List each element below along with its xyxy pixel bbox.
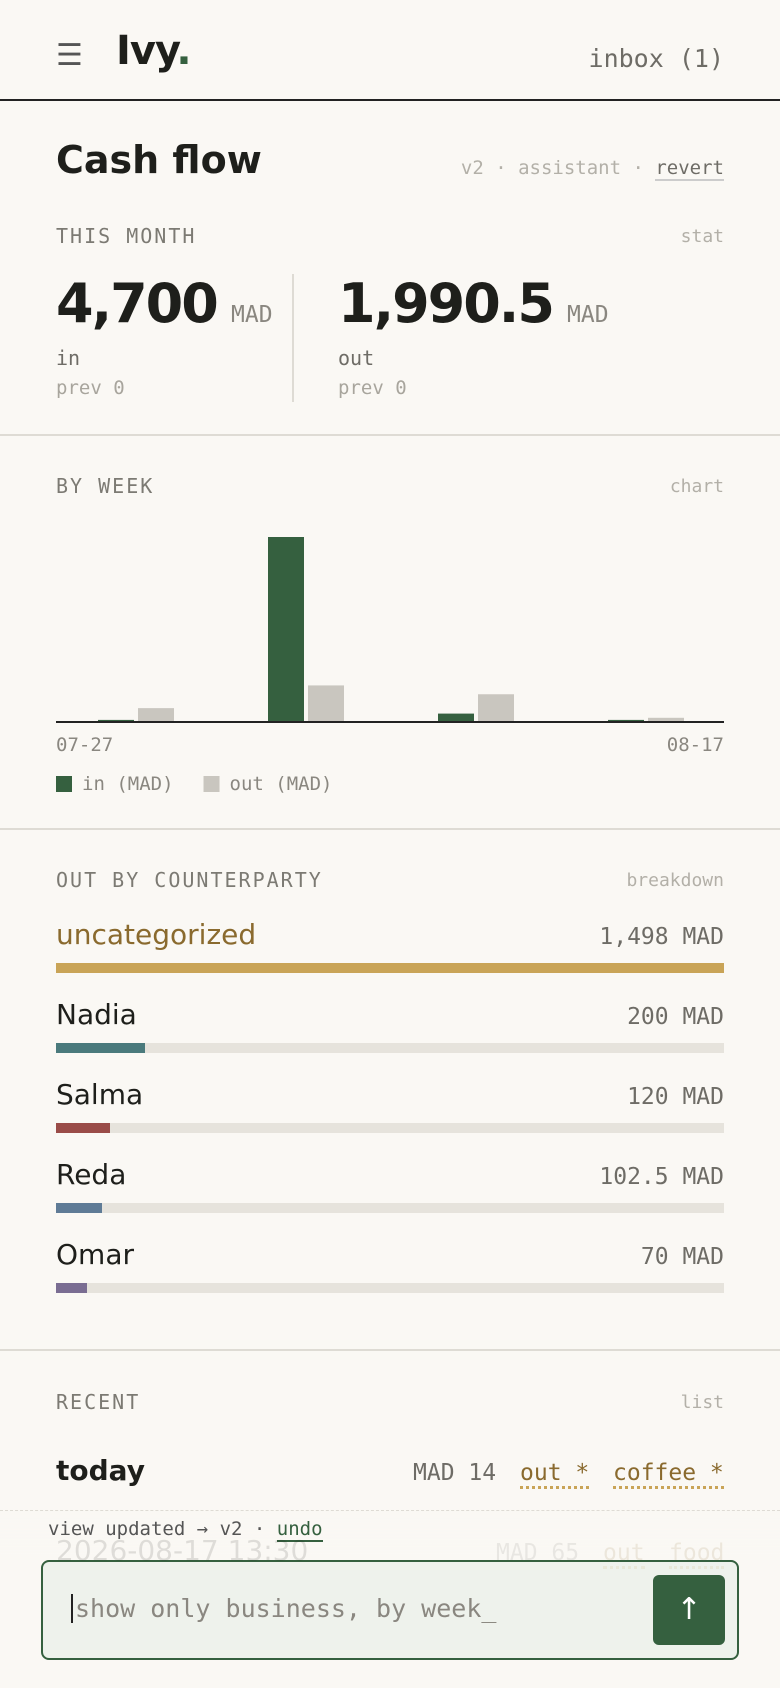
stat-prev: prev 0 bbox=[338, 377, 407, 399]
stat-unit: MAD bbox=[567, 302, 609, 328]
meta-text: v2 · assistant · bbox=[460, 157, 644, 179]
recent-date: 2026-08-17 13:30 bbox=[56, 1534, 309, 1567]
bar-track bbox=[56, 1203, 724, 1213]
chart: 07-27 08-17 in (MAD) out (MAD) bbox=[56, 537, 724, 795]
stat-divider bbox=[292, 274, 294, 402]
section-rule bbox=[0, 828, 780, 830]
brand-dot: . bbox=[176, 28, 191, 74]
recent-tag[interactable]: coffee * bbox=[613, 1460, 724, 1489]
counterparty-amount: 200 MAD bbox=[627, 1004, 724, 1030]
bar bbox=[56, 1123, 110, 1133]
bar bbox=[308, 685, 344, 722]
section-label: THIS MONTH bbox=[56, 224, 197, 248]
bar-track bbox=[56, 1283, 724, 1293]
bar bbox=[98, 719, 134, 722]
stat-caption: in bbox=[56, 346, 81, 370]
section-kind: list bbox=[680, 1392, 724, 1413]
counterparty-amount: 120 MAD bbox=[627, 1084, 724, 1110]
section-label: OUT BY COUNTERPARTY bbox=[56, 868, 323, 892]
bar bbox=[56, 963, 724, 973]
recent-amount: MAD 65 bbox=[496, 1540, 580, 1566]
recent-tag[interactable]: out bbox=[603, 1540, 645, 1569]
input-placeholder[interactable]: show only business, by week_ bbox=[71, 1594, 496, 1623]
counterparty-name: uncategorized bbox=[56, 918, 257, 951]
counterparty-name: Omar bbox=[56, 1238, 134, 1271]
brand: Ivy. bbox=[116, 28, 192, 74]
bar bbox=[478, 694, 514, 722]
undo-link[interactable]: undo bbox=[276, 1518, 323, 1542]
title: Cash flow bbox=[56, 138, 262, 182]
x-tick-label: 07-27 bbox=[56, 734, 113, 756]
recent-tag[interactable]: out * bbox=[520, 1460, 590, 1489]
legend-label: out (MAD) bbox=[230, 773, 333, 795]
inbox[interactable]: inbox (1) bbox=[588, 44, 724, 73]
revert-link[interactable]: revert bbox=[655, 157, 724, 181]
counterparty-amount: 102.5 MAD bbox=[599, 1164, 724, 1190]
counterparty-amount: 70 MAD bbox=[640, 1244, 724, 1270]
header-rule bbox=[0, 99, 780, 101]
section-rule bbox=[0, 434, 780, 436]
meta: v2 · assistant · revert bbox=[460, 157, 724, 181]
stat-unit: MAD bbox=[231, 302, 273, 328]
brand-text: Ivy bbox=[116, 28, 177, 74]
input-box[interactable]: show only business, by week_ ↑ bbox=[41, 1560, 739, 1660]
bar-track bbox=[56, 1123, 724, 1133]
legend-swatch bbox=[203, 776, 220, 792]
counterparty-name: Nadia bbox=[56, 998, 137, 1031]
recent-amount: MAD 14 bbox=[413, 1460, 497, 1486]
counterparty-name: Salma bbox=[56, 1078, 144, 1111]
recent-date: today bbox=[56, 1454, 145, 1487]
section-label: BY WEEK bbox=[56, 474, 155, 498]
section-kind: stat bbox=[680, 226, 724, 247]
toast-text: view updated → v2 · bbox=[48, 1518, 266, 1540]
bar bbox=[648, 717, 684, 722]
stat-value: 1,990.5 bbox=[338, 272, 555, 335]
bar bbox=[268, 537, 304, 722]
stat-caption: out bbox=[338, 346, 375, 370]
bar bbox=[138, 708, 174, 722]
counterparty-name: Reda bbox=[56, 1158, 127, 1191]
legend-label: in (MAD) bbox=[82, 773, 174, 795]
x-tick-label: 08-17 bbox=[667, 734, 724, 756]
toast: view updated → v2 · undo bbox=[48, 1518, 323, 1542]
section-kind: chart bbox=[669, 476, 724, 497]
bar bbox=[56, 1043, 146, 1053]
section-label: RECENT bbox=[56, 1390, 141, 1414]
bar bbox=[56, 1283, 88, 1293]
bar bbox=[56, 1203, 102, 1213]
stat-prev: prev 0 bbox=[56, 377, 125, 399]
section-kind: breakdown bbox=[626, 870, 724, 891]
bar-track bbox=[56, 1043, 724, 1053]
recent-tag[interactable]: food bbox=[669, 1540, 725, 1569]
section-rule bbox=[0, 1349, 780, 1351]
menu-icon[interactable]: ☰ bbox=[56, 38, 83, 73]
bar bbox=[608, 719, 644, 722]
send-button[interactable]: ↑ bbox=[653, 1575, 725, 1645]
stat-value: 4,700 bbox=[56, 272, 219, 335]
bar bbox=[438, 713, 474, 722]
counterparty-amount: 1,498 MAD bbox=[599, 924, 724, 950]
legend-swatch bbox=[56, 776, 72, 792]
